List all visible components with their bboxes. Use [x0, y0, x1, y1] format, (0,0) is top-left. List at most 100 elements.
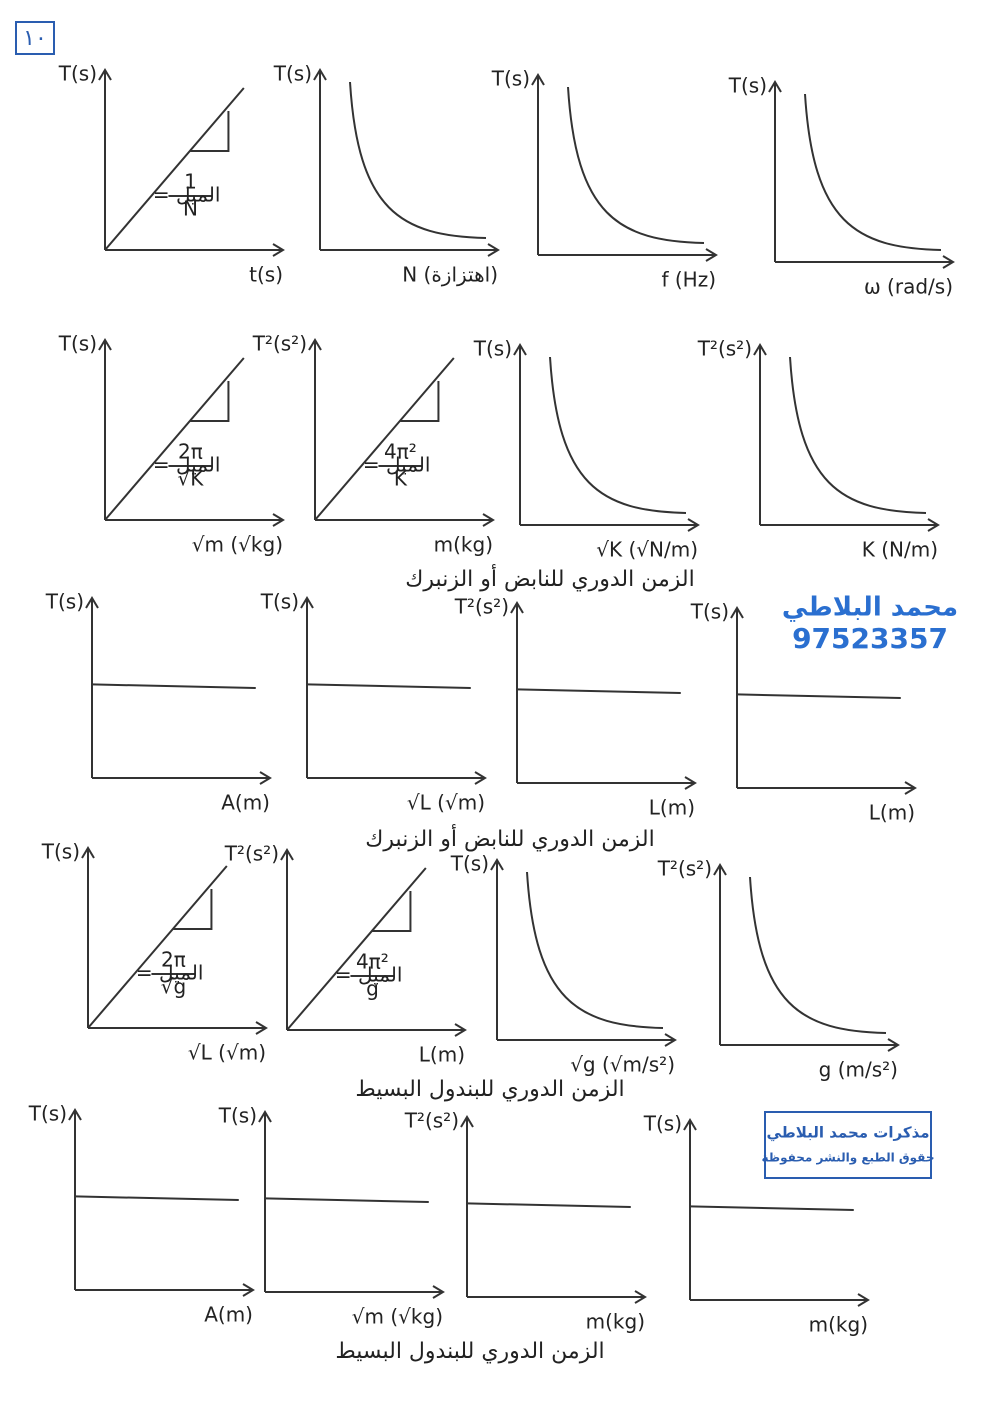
graph-curve [804, 93, 942, 251]
x-axis-label: m(kg) [809, 1313, 868, 1337]
page-number-box [15, 21, 55, 55]
x-axis [105, 513, 285, 527]
y-axis-label: T²(s²) [224, 842, 279, 866]
stamp-line: مذكرات محمد البلاطي [766, 1124, 929, 1142]
x-axis-label: L(m) [869, 801, 915, 825]
y-axis [513, 343, 527, 525]
x-axis-label: K (N/m) [862, 538, 938, 562]
graph-line [104, 87, 245, 251]
graph-line [689, 1205, 854, 1211]
y-axis [68, 1108, 82, 1290]
x-axis-label: ω (rad/s) [864, 275, 953, 299]
y-axis-label: T²(s²) [657, 857, 712, 881]
y-axis [98, 68, 112, 250]
x-axis [320, 243, 500, 257]
x-axis-label: t(s) [249, 263, 283, 287]
slope-triangle [190, 111, 230, 152]
graph-line [104, 357, 245, 521]
slope-denominator: g [366, 977, 379, 1001]
x-axis-label: L(m) [419, 1043, 465, 1067]
x-axis [88, 1021, 268, 1035]
y-axis-label: T(s) [273, 62, 312, 86]
x-axis [92, 771, 272, 785]
y-axis [683, 1118, 697, 1300]
graph-curve [749, 876, 887, 1034]
x-axis [497, 1033, 677, 1047]
slope-numerator: 2π [178, 440, 203, 464]
x-axis [538, 248, 718, 262]
y-axis-label: T(s) [473, 337, 512, 361]
stamp-box [764, 1111, 932, 1179]
y-axis-label: T(s) [491, 67, 530, 91]
y-axis [510, 601, 524, 783]
x-axis-label: A(m) [221, 791, 270, 815]
y-axis-label: T(s) [58, 332, 97, 356]
graph-line [736, 693, 901, 699]
y-axis [313, 68, 327, 250]
slope-triangle [190, 381, 230, 422]
slope-denominator: K [394, 467, 408, 491]
y-axis-label: T(s) [260, 590, 299, 614]
y-axis-label: T(s) [41, 840, 80, 864]
x-axis-label: √L (√m) [188, 1041, 266, 1065]
x-axis-label: f (Hz) [661, 268, 716, 292]
caption: الزمن الدوري للنابض أو الزنبرك [405, 564, 694, 592]
graph-curve [349, 81, 487, 239]
graph-curve [526, 871, 664, 1029]
graph-line [264, 1197, 429, 1203]
slope-triangle [173, 889, 213, 930]
x-axis [287, 1023, 467, 1037]
caption: الزمن الدوري للبندول البسيط [335, 1339, 604, 1364]
slope-numerator: 4π² [384, 440, 417, 464]
x-axis [690, 1293, 870, 1307]
slope-label: الميل = [363, 453, 431, 477]
graph-line [74, 1195, 239, 1201]
x-axis [760, 518, 940, 532]
watermark-name: محمد البلاطي [782, 593, 958, 623]
y-axis-label: T(s) [643, 1112, 682, 1136]
slope-denominator: √K [178, 467, 205, 491]
y-axis [713, 863, 727, 1045]
y-axis [460, 1115, 474, 1297]
y-axis [768, 80, 782, 262]
slope-numerator: 2π [161, 948, 186, 972]
slope-label: الميل = [153, 453, 221, 477]
y-axis-label: T(s) [28, 1102, 67, 1126]
x-axis-label: m(kg) [434, 533, 493, 557]
y-axis [300, 596, 314, 778]
graph-line [87, 865, 228, 1029]
caption: الزمن الدوري للنابض أو الزنبرك [365, 824, 654, 852]
page-number: ١٠ [23, 26, 47, 51]
x-axis-label: √m (√kg) [192, 533, 283, 557]
graph-curve [567, 86, 705, 244]
x-axis-label: g (m/s²) [819, 1058, 898, 1082]
x-axis-label: √L (√m) [407, 791, 485, 815]
y-axis [490, 858, 504, 1040]
slope-numerator: 4π² [356, 950, 389, 974]
graph-curve [789, 356, 927, 514]
x-axis [75, 1283, 255, 1297]
graph-line [286, 867, 427, 1031]
x-axis-label: N (اهتزازة) [402, 263, 498, 287]
slope-numerator: 1 [184, 170, 197, 194]
x-axis [720, 1038, 900, 1052]
graph-line [516, 688, 681, 694]
x-axis-label: A(m) [204, 1303, 253, 1327]
x-axis [307, 771, 487, 785]
y-axis-label: T(s) [728, 74, 767, 98]
slope-label: الميل = [335, 963, 403, 987]
y-axis-label: T²(s²) [454, 595, 509, 619]
y-axis-label: T(s) [690, 600, 729, 624]
graph-line [306, 683, 471, 689]
x-axis-label: L(m) [649, 796, 695, 820]
y-axis-label: T²(s²) [252, 332, 307, 356]
graph-line [466, 1202, 631, 1208]
slope-triangle [372, 891, 412, 932]
slope-label: الميل = [136, 961, 204, 985]
x-axis-label: m(kg) [586, 1310, 645, 1334]
y-axis [308, 338, 322, 520]
y-axis-label: T(s) [218, 1104, 257, 1128]
x-axis [775, 255, 955, 269]
x-axis [315, 513, 495, 527]
slope-triangle [400, 381, 440, 422]
